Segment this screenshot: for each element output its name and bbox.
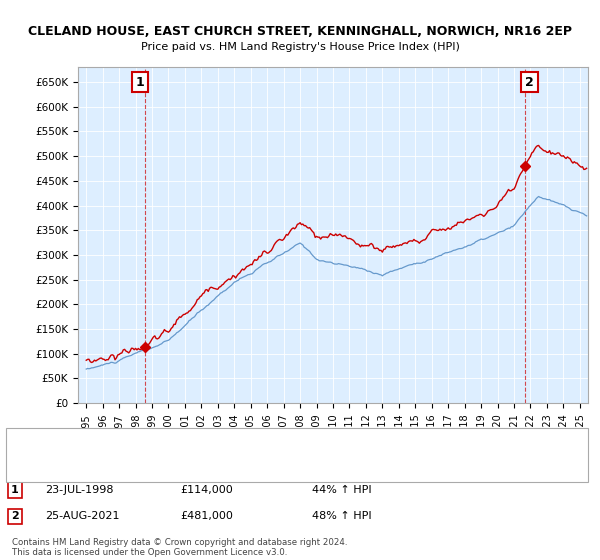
Text: 48% ↑ HPI: 48% ↑ HPI: [312, 511, 371, 521]
Text: 1: 1: [136, 76, 144, 88]
Text: Price paid vs. HM Land Registry's House Price Index (HPI): Price paid vs. HM Land Registry's House …: [140, 42, 460, 52]
Text: £481,000: £481,000: [180, 511, 233, 521]
Text: Contains HM Land Registry data © Crown copyright and database right 2024.
This d: Contains HM Land Registry data © Crown c…: [12, 538, 347, 557]
Text: £114,000: £114,000: [180, 485, 233, 495]
Text: 2: 2: [11, 511, 19, 521]
Text: 44% ↑ HPI: 44% ↑ HPI: [312, 485, 371, 495]
Text: HPI: Average price, detached house, Breckland: HPI: Average price, detached house, Brec…: [54, 460, 288, 470]
Text: 23-JUL-1998: 23-JUL-1998: [45, 485, 113, 495]
Text: CLELAND HOUSE, EAST CHURCH STREET, KENNINGHALL, NORWICH, NR16 2EP (detached): CLELAND HOUSE, EAST CHURCH STREET, KENNI…: [54, 437, 502, 447]
Text: CLELAND HOUSE, EAST CHURCH STREET, KENNINGHALL, NORWICH, NR16 2EP: CLELAND HOUSE, EAST CHURCH STREET, KENNI…: [28, 25, 572, 38]
Text: 25-AUG-2021: 25-AUG-2021: [45, 511, 119, 521]
Text: 1: 1: [11, 485, 19, 495]
Text: 2: 2: [525, 76, 534, 88]
